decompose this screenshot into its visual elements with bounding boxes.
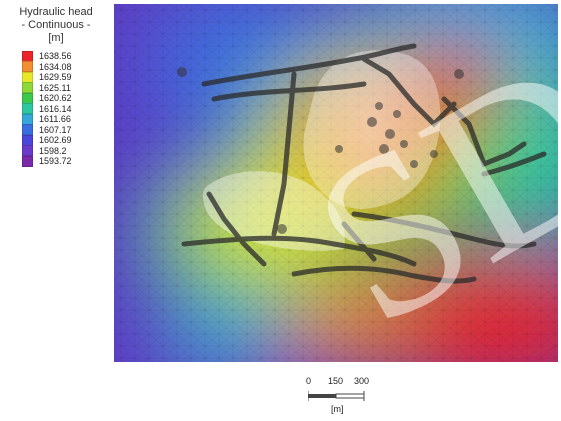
legend-swatch [22, 82, 33, 94]
legend-item: 1593.72 [4, 155, 108, 167]
legend-list: 1638.56 1634.08 1629.59 1625.11 1620.62 1616.… [4, 50, 108, 167]
overlay-body-upper [303, 50, 441, 209]
legend-swatch [22, 145, 33, 157]
legend-swatch [22, 124, 33, 136]
legend-swatch [22, 71, 33, 83]
legend-item: 1629.59 [4, 71, 108, 83]
legend-unit: [m] [48, 32, 64, 44]
scale-unit: [m] [331, 404, 344, 414]
scale-bar-graphic [308, 391, 365, 401]
scale-label-150: 150 [328, 376, 344, 386]
legend-item: 1625.11 [4, 82, 108, 94]
legend-item: 1634.08 [4, 61, 108, 73]
legend-value: 1620.62 [39, 93, 72, 104]
legend: Hydraulic head - Continuous - [m] 1638.5… [4, 6, 108, 167]
legend-item: 1616.14 [4, 103, 108, 115]
legend-value: 1634.08 [39, 61, 72, 72]
fracture-network [181, 43, 547, 284]
legend-item: 1638.56 [4, 50, 108, 62]
legend-item: 1602.69 [4, 134, 108, 146]
legend-value: 1593.72 [39, 156, 72, 167]
legend-swatch [22, 155, 33, 167]
legend-swatch [22, 50, 33, 62]
map-canvas: SD [114, 4, 558, 362]
scale-bar: 0 150 300 [m] [306, 376, 386, 418]
legend-item: 1607.17 [4, 124, 108, 136]
legend-value: 1611.66 [39, 114, 71, 125]
legend-swatch [22, 61, 33, 73]
legend-swatch [22, 103, 33, 115]
legend-swatch [22, 113, 33, 125]
legend-item: 1598.2 [4, 145, 108, 157]
legend-swatch [22, 92, 33, 104]
legend-item: 1611.66 [4, 113, 108, 125]
scale-label-300: 300 [354, 376, 370, 386]
legend-value: 1616.14 [39, 103, 72, 114]
legend-value: 1607.17 [39, 124, 72, 135]
hydraulic-head-map: SD [114, 4, 558, 362]
legend-value: 1598.2 [39, 145, 67, 156]
legend-title: Hydraulic head [19, 6, 93, 18]
overlay-body-lower [203, 171, 345, 251]
legend-value: 1625.11 [39, 82, 71, 93]
legend-value: 1638.56 [39, 51, 72, 62]
legend-value: 1629.59 [39, 72, 72, 83]
wells [177, 67, 464, 234]
legend-item: 1620.62 [4, 92, 108, 104]
legend-subtitle: - Continuous - [21, 19, 91, 31]
scale-label-0: 0 [306, 376, 312, 386]
legend-swatch [22, 134, 33, 146]
legend-value: 1602.69 [39, 135, 72, 146]
